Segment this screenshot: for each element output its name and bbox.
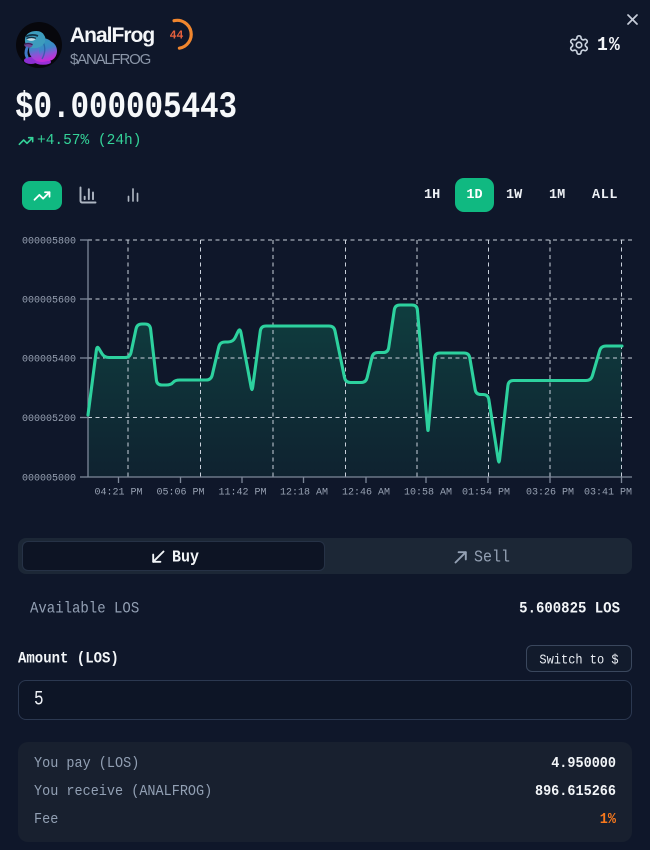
svg-text:03:26 PM: 03:26 PM (526, 488, 574, 499)
svg-text:12:46 AM: 12:46 AM (342, 488, 390, 499)
svg-text:000005800: 000005800 (22, 237, 76, 248)
svg-text:04:21 PM: 04:21 PM (94, 488, 142, 499)
svg-text:000005200: 000005200 (22, 414, 76, 425)
svg-text:05:06 PM: 05:06 PM (156, 488, 204, 499)
svg-text:12:18 AM: 12:18 AM (280, 488, 328, 499)
svg-text:000005000: 000005000 (22, 474, 76, 485)
svg-text:01:54 PM: 01:54 PM (462, 488, 510, 499)
svg-text:11:42 PM: 11:42 PM (218, 488, 266, 499)
svg-text:10:58 AM: 10:58 AM (404, 488, 452, 499)
svg-text:44: 44 (170, 30, 184, 43)
svg-text:000005600: 000005600 (22, 296, 76, 307)
svg-text:03:41 PM: 03:41 PM (584, 488, 632, 499)
svg-text:000005400: 000005400 (22, 355, 76, 366)
